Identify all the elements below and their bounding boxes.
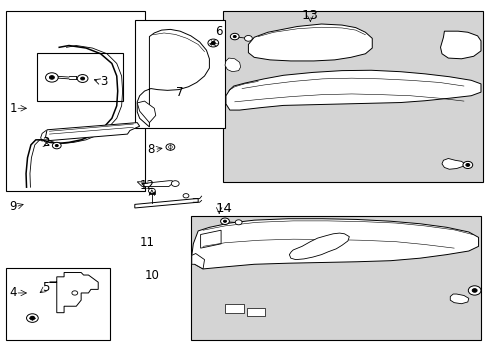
Circle shape <box>171 181 179 186</box>
Polygon shape <box>449 294 468 304</box>
Circle shape <box>72 291 78 295</box>
Polygon shape <box>191 219 478 269</box>
Circle shape <box>462 161 472 168</box>
Text: 12: 12 <box>140 179 154 192</box>
Polygon shape <box>440 31 480 59</box>
Bar <box>246 308 265 316</box>
Circle shape <box>26 314 38 322</box>
Polygon shape <box>224 58 240 72</box>
Polygon shape <box>137 101 156 123</box>
Circle shape <box>223 220 226 222</box>
Text: 8: 8 <box>147 143 154 156</box>
Bar <box>37 53 122 101</box>
Circle shape <box>49 76 54 79</box>
Bar <box>135 21 224 128</box>
Polygon shape <box>225 70 480 110</box>
Text: 3: 3 <box>101 75 108 88</box>
Polygon shape <box>191 253 204 269</box>
Text: 2: 2 <box>42 136 50 149</box>
Polygon shape <box>289 233 348 260</box>
Bar <box>190 216 480 339</box>
Circle shape <box>52 142 61 149</box>
Polygon shape <box>135 199 198 208</box>
Polygon shape <box>441 158 464 169</box>
Circle shape <box>165 144 174 150</box>
Circle shape <box>468 286 480 295</box>
Polygon shape <box>45 123 140 140</box>
Text: 11: 11 <box>140 236 154 249</box>
Text: 6: 6 <box>215 25 223 38</box>
Text: 1: 1 <box>9 102 17 115</box>
Circle shape <box>77 75 88 82</box>
Circle shape <box>30 316 35 320</box>
Circle shape <box>55 144 58 147</box>
Polygon shape <box>200 230 221 248</box>
Bar <box>5 268 110 339</box>
Text: 9: 9 <box>9 201 17 213</box>
Circle shape <box>168 145 172 148</box>
Polygon shape <box>137 30 209 127</box>
Polygon shape <box>137 181 172 186</box>
Circle shape <box>183 194 188 198</box>
Bar <box>224 305 244 314</box>
Circle shape <box>465 163 469 166</box>
Circle shape <box>244 36 252 41</box>
Text: 5: 5 <box>42 281 49 294</box>
Circle shape <box>211 41 215 44</box>
Circle shape <box>230 33 239 40</box>
Circle shape <box>81 77 84 80</box>
Circle shape <box>45 73 58 82</box>
Text: 13: 13 <box>301 9 318 22</box>
Bar <box>222 12 483 182</box>
Text: 4: 4 <box>9 287 17 300</box>
Text: 10: 10 <box>144 269 159 282</box>
Bar <box>149 191 155 194</box>
Circle shape <box>233 36 236 38</box>
Polygon shape <box>49 273 98 313</box>
Polygon shape <box>248 24 371 61</box>
Bar <box>5 12 144 191</box>
Circle shape <box>235 220 242 225</box>
Text: 7: 7 <box>176 86 183 99</box>
Circle shape <box>220 218 229 225</box>
Circle shape <box>148 188 155 193</box>
Text: 14: 14 <box>215 202 232 215</box>
Circle shape <box>207 39 218 47</box>
Circle shape <box>471 289 476 292</box>
